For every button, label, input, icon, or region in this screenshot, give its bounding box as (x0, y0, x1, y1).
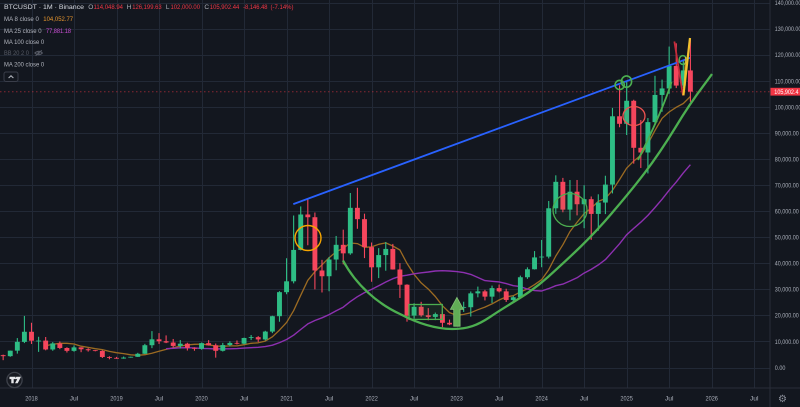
svg-text:120,000.00: 120,000.00 (775, 52, 800, 59)
svg-text:Jul: Jul (325, 395, 334, 402)
svg-text:H: H (127, 4, 132, 11)
svg-text:Jul: Jul (155, 395, 164, 402)
svg-text:50,000.00: 50,000.00 (775, 235, 799, 242)
svg-text:(-7.14%): (-7.14%) (271, 4, 294, 11)
svg-text:Jul: Jul (580, 395, 589, 402)
svg-text:2026: 2026 (706, 395, 719, 402)
svg-text:2019: 2019 (110, 395, 123, 402)
svg-text:MA 25 close 0: MA 25 close 0 (4, 28, 42, 35)
svg-text:2023: 2023 (450, 395, 463, 402)
svg-text:70,000.00: 70,000.00 (775, 183, 799, 190)
svg-text:Jul: Jul (495, 395, 504, 402)
svg-text:⚙: ⚙ (778, 394, 787, 405)
svg-text:C: C (204, 4, 209, 11)
svg-text:60,000.00: 60,000.00 (775, 209, 799, 216)
svg-text:Jul: Jul (750, 395, 759, 402)
svg-text:80,000.00: 80,000.00 (775, 156, 799, 163)
svg-text:105,902.44: 105,902.44 (210, 4, 240, 11)
svg-text:2020: 2020 (195, 395, 208, 402)
svg-text:Jul: Jul (410, 395, 419, 402)
svg-text:MA 8 close 0: MA 8 close 0 (4, 16, 39, 23)
svg-text:BB 20 2 0: BB 20 2 0 (4, 50, 29, 57)
svg-text:105,902.4: 105,902.4 (774, 89, 799, 96)
svg-text:Jul: Jul (240, 395, 249, 402)
svg-text:10,000.00: 10,000.00 (775, 339, 799, 346)
svg-text:130,000.00: 130,000.00 (775, 26, 800, 33)
svg-text:-8,146.48: -8,146.48 (243, 4, 268, 11)
svg-text:104,052.77: 104,052.77 (43, 16, 73, 23)
svg-text:114,048.94: 114,048.94 (94, 4, 124, 11)
svg-text:90,000.00: 90,000.00 (775, 130, 799, 137)
svg-text:102,000.00: 102,000.00 (171, 4, 201, 11)
svg-text:O: O (88, 4, 93, 11)
svg-text:BTCUSDT · 1M · Binance: BTCUSDT · 1M · Binance (4, 4, 84, 11)
svg-text:MA 100 close 0: MA 100 close 0 (4, 39, 44, 46)
svg-text:77,881.18: 77,881.18 (46, 28, 71, 35)
svg-text:MA 200 close 0: MA 200 close 0 (4, 61, 44, 68)
svg-text:40,000.00: 40,000.00 (775, 261, 799, 268)
svg-text:30,000.00: 30,000.00 (775, 287, 799, 294)
svg-text:0.00: 0.00 (775, 365, 786, 372)
svg-text:2018: 2018 (25, 395, 38, 402)
svg-text:2025: 2025 (620, 395, 633, 402)
svg-text:L: L (166, 4, 170, 11)
svg-text:2021: 2021 (280, 395, 293, 402)
svg-text:Jul: Jul (70, 395, 79, 402)
svg-text:20,000.00: 20,000.00 (775, 313, 799, 320)
svg-text:2022: 2022 (365, 395, 378, 402)
svg-text:140,000.00: 140,000.00 (775, 0, 800, 7)
svg-text:110,000.00: 110,000.00 (775, 78, 800, 85)
svg-text:2024: 2024 (535, 395, 548, 402)
svg-text:100,000.00: 100,000.00 (775, 104, 800, 111)
svg-text:Jul: Jul (665, 395, 674, 402)
svg-text:126,199.63: 126,199.63 (132, 4, 162, 11)
